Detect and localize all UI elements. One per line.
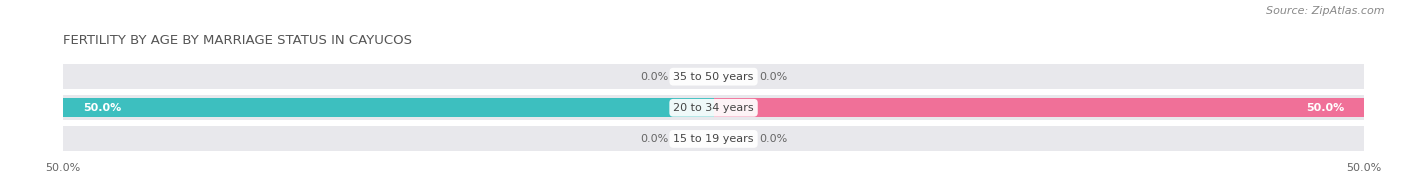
- Bar: [713, 98, 1364, 117]
- Text: 20 to 34 years: 20 to 34 years: [673, 103, 754, 113]
- Text: 0.0%: 0.0%: [640, 134, 668, 144]
- Bar: [63, 64, 1364, 89]
- Text: 15 to 19 years: 15 to 19 years: [673, 134, 754, 144]
- Bar: [63, 98, 713, 117]
- Bar: [63, 95, 1364, 120]
- Text: 0.0%: 0.0%: [759, 72, 787, 82]
- Bar: [63, 126, 1364, 151]
- Text: Source: ZipAtlas.com: Source: ZipAtlas.com: [1267, 6, 1385, 16]
- Text: 35 to 50 years: 35 to 50 years: [673, 72, 754, 82]
- Text: 50.0%: 50.0%: [83, 103, 121, 113]
- Text: 0.0%: 0.0%: [640, 72, 668, 82]
- Text: FERTILITY BY AGE BY MARRIAGE STATUS IN CAYUCOS: FERTILITY BY AGE BY MARRIAGE STATUS IN C…: [63, 34, 412, 47]
- Text: 50.0%: 50.0%: [1306, 103, 1344, 113]
- Text: 0.0%: 0.0%: [759, 134, 787, 144]
